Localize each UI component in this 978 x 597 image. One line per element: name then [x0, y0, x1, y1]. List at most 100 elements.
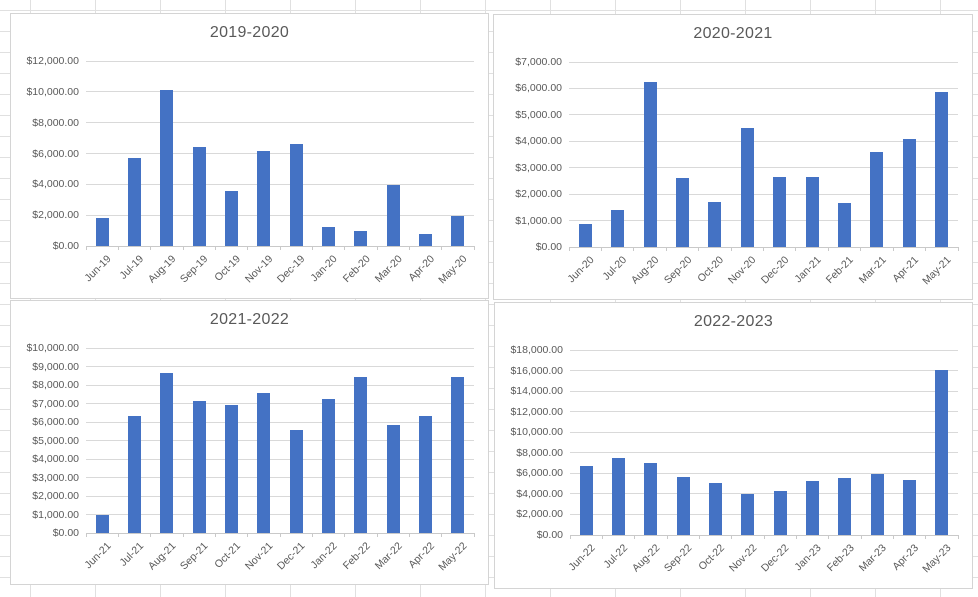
bar-Dec-21[interactable]	[289, 430, 303, 533]
x-axis-tickmark	[311, 246, 313, 250]
bar-Nov-20[interactable]	[740, 128, 754, 247]
chart-panel-2019-2020[interactable]: 2019-2020 $12,000.00 $10,000.00 $8,000.00 $…	[10, 13, 489, 299]
x-axis-tick-label: Dec-20	[758, 254, 792, 287]
chart-panel-2021-2022[interactable]: 2021-2022 $10,000.00 $9,000.00 $8,000.00 $7…	[10, 300, 489, 585]
x-axis-tick-label: Dec-21	[275, 540, 308, 573]
y-gridline	[86, 514, 474, 515]
bar-Sep-22[interactable]	[676, 477, 690, 535]
y-gridline	[570, 349, 958, 351]
bar-May-21[interactable]	[935, 92, 949, 247]
bar-Feb-22[interactable]	[354, 376, 368, 533]
y-gridline	[569, 193, 958, 195]
bar-Jan-22[interactable]	[322, 398, 335, 533]
y-gridline	[569, 167, 958, 169]
y-axis-tick-label: $10,000.00	[26, 342, 79, 354]
bar-Jan-21[interactable]	[805, 176, 819, 247]
y-axis-tick-label: $0.00	[52, 240, 79, 252]
bar-May-23[interactable]	[935, 369, 949, 535]
bar-Jul-20[interactable]	[611, 210, 625, 247]
bar-May-20[interactable]	[451, 215, 465, 246]
bar-Jul-22[interactable]	[612, 458, 625, 535]
x-axis-tickmark	[376, 533, 378, 537]
bar-Nov-21[interactable]	[257, 393, 271, 533]
chart-panel-2022-2023[interactable]: 2022-2023 $18,000.00 $16,000.00 $14,000.00…	[494, 302, 973, 589]
y-gridline	[86, 214, 474, 216]
bar-Jun-20[interactable]	[578, 223, 592, 247]
y-axis-tick-label: $16,000.00	[510, 364, 563, 377]
bar-Mar-22[interactable]	[386, 424, 400, 533]
bar-Dec-20[interactable]	[773, 176, 787, 247]
bar-Sep-20[interactable]	[675, 178, 689, 247]
bar-Sep-19[interactable]	[192, 147, 206, 246]
x-axis-tickmark	[666, 535, 668, 539]
bar-Oct-19[interactable]	[225, 190, 238, 246]
x-axis-tickmark	[344, 533, 346, 537]
y-gridline	[86, 403, 474, 404]
x-axis-tickmark	[568, 247, 570, 251]
bar-Mar-20[interactable]	[386, 185, 400, 246]
bar-Nov-22[interactable]	[741, 494, 755, 535]
bar-Mar-23[interactable]	[870, 474, 884, 535]
x-axis-tickmark	[85, 246, 87, 250]
y-axis-tick-label: $6,000.00	[515, 82, 562, 95]
bar-Apr-20[interactable]	[419, 233, 432, 246]
bar-Oct-22[interactable]	[709, 483, 722, 535]
x-axis-tick-label: Aug-20	[629, 254, 662, 287]
x-axis-tick-label: May-22	[436, 540, 470, 574]
y-axis-tick-label: $14,000.00	[510, 385, 563, 398]
x-axis-tickmark	[441, 533, 443, 537]
bar-Mar-21[interactable]	[870, 151, 884, 247]
x-axis-tickmark	[247, 246, 249, 250]
y-axis-tick-label: $12,000.00	[510, 405, 563, 418]
x-axis-tick-label: Jan-22	[308, 540, 340, 572]
y-gridline	[86, 347, 474, 349]
bar-Jun-21[interactable]	[95, 515, 109, 533]
y-gridline	[570, 472, 958, 474]
x-axis-tick-label: Sep-19	[178, 253, 211, 286]
bar-Dec-19[interactable]	[289, 144, 303, 246]
bar-Aug-21[interactable]	[160, 372, 174, 533]
x-axis-tickmark	[731, 535, 733, 539]
bar-May-22[interactable]	[451, 376, 465, 533]
bar-Feb-23[interactable]	[838, 478, 852, 535]
x-axis-tick-label: May-23	[920, 542, 954, 576]
y-axis-tick-label: $18,000.00	[510, 344, 563, 356]
bar-Dec-22[interactable]	[773, 491, 787, 535]
chart-title: 2019-2020	[209, 24, 290, 41]
x-axis-tickmark	[600, 247, 602, 251]
bar-Jul-19[interactable]	[128, 158, 141, 246]
bar-Jun-19[interactable]	[95, 218, 109, 246]
x-axis-tick-label: Jun-19	[82, 253, 114, 285]
bar-Feb-20[interactable]	[354, 230, 368, 246]
bar-Aug-20[interactable]	[643, 81, 657, 247]
bar-Apr-21[interactable]	[902, 138, 916, 247]
bar-Oct-20[interactable]	[708, 202, 722, 247]
x-axis-tickmark	[763, 247, 764, 251]
y-gridline	[86, 495, 474, 497]
bar-Apr-23[interactable]	[903, 479, 916, 535]
y-gridline	[569, 87, 958, 89]
bar-Sep-21[interactable]	[192, 400, 206, 533]
x-axis-tick-label: Sep-22	[662, 542, 695, 575]
bar-Jan-23[interactable]	[806, 480, 819, 535]
chart-panel-2020-2021[interactable]: 2020-2021 $7,000.00 $6,000.00 $5,000.00 $4,…	[493, 14, 973, 300]
x-axis-tick-label: Nov-20	[726, 254, 759, 287]
y-gridline	[569, 140, 958, 142]
y-gridline	[86, 384, 474, 386]
bar-Oct-21[interactable]	[225, 405, 238, 533]
plot-area: $12,000.00 $10,000.00 $8,000.00 $6,000.00 $4…	[26, 55, 475, 286]
chart-title: 2022-2023	[693, 313, 774, 330]
x-axis-tickmark	[85, 533, 87, 537]
bar-Aug-19[interactable]	[160, 90, 174, 246]
bar-Jun-22[interactable]	[579, 466, 593, 535]
bar-Jan-20[interactable]	[322, 226, 335, 246]
bar-Apr-22[interactable]	[419, 416, 432, 533]
bar-Aug-22[interactable]	[644, 462, 658, 535]
bar-Jul-21[interactable]	[128, 416, 141, 533]
y-axis-tick-label: $2,000.00	[32, 490, 79, 502]
bar-Nov-19[interactable]	[257, 151, 271, 246]
x-axis-tick-label: Apr-23	[890, 542, 921, 573]
x-axis-tickmark	[279, 246, 281, 250]
bar-Feb-21[interactable]	[838, 203, 852, 247]
